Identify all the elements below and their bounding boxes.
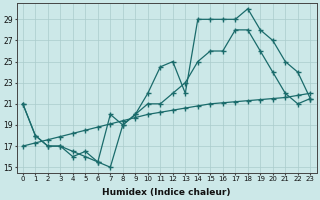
X-axis label: Humidex (Indice chaleur): Humidex (Indice chaleur)	[102, 188, 231, 197]
